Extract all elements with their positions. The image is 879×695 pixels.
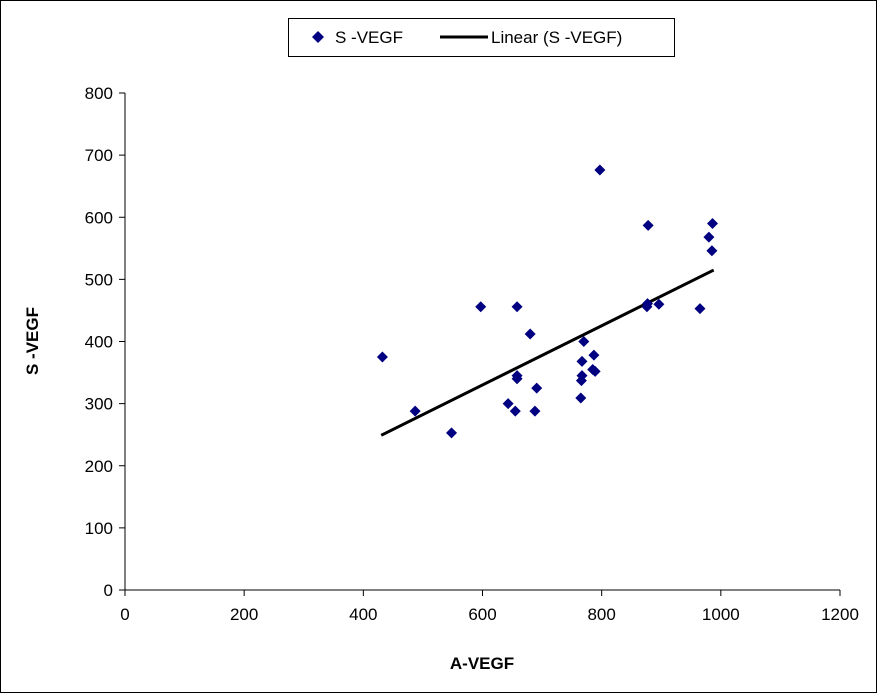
y-tick-label: 600 [85,208,113,227]
data-point [642,298,654,310]
data-point [446,427,458,439]
x-tick-label: 400 [349,605,377,624]
data-point [409,405,421,417]
data-point [509,405,521,417]
x-tick-label: 200 [230,605,258,624]
y-tick-label: 400 [85,333,113,352]
data-point [529,405,541,417]
x-axis-title: A-VEGF [450,654,514,673]
legend: S -VEGF Linear (S -VEGF) [288,18,675,57]
data-point [588,349,600,361]
data-point [524,328,536,340]
y-axis-ticks: 0 100 200 300 400 500 600 700 800 [85,84,125,600]
y-tick-label: 700 [85,146,113,165]
legend-label-trendline: Linear (S -VEGF) [491,28,622,47]
y-tick-label: 100 [85,519,113,538]
data-point [706,245,718,257]
data-point [576,370,588,382]
x-tick-label: 0 [120,605,129,624]
trendline [380,268,715,437]
y-axis-title: S -VEGF [23,307,42,375]
data-point [578,336,590,347]
y-tick-label: 200 [85,457,113,476]
data-point [575,392,587,404]
data-point [475,301,487,313]
x-tick-label: 1200 [821,605,859,624]
data-point [511,373,523,385]
y-tick-label: 300 [85,395,113,414]
data-point [653,298,665,310]
y-tick-label: 800 [85,84,113,103]
x-tick-label: 800 [587,605,615,624]
x-tick-label: 1000 [702,605,740,624]
data-point [376,351,388,363]
legend-marker-diamond [312,31,324,43]
data-point [694,303,706,315]
data-point [576,355,588,367]
x-axis-ticks: 0 200 400 600 800 1000 1200 [120,590,859,624]
legend-label-series: S -VEGF [335,28,403,47]
data-point [589,365,601,377]
data-point [594,164,606,176]
data-point [706,217,718,229]
trendline-layer [380,268,715,437]
x-tick-label: 600 [468,605,496,624]
y-tick-label: 0 [104,581,113,600]
data-point [642,219,654,231]
data-point [531,382,543,394]
data-point [502,398,514,410]
y-tick-label: 500 [85,270,113,289]
data-points-layer [376,164,718,439]
data-point [703,231,715,243]
data-point [511,301,523,313]
